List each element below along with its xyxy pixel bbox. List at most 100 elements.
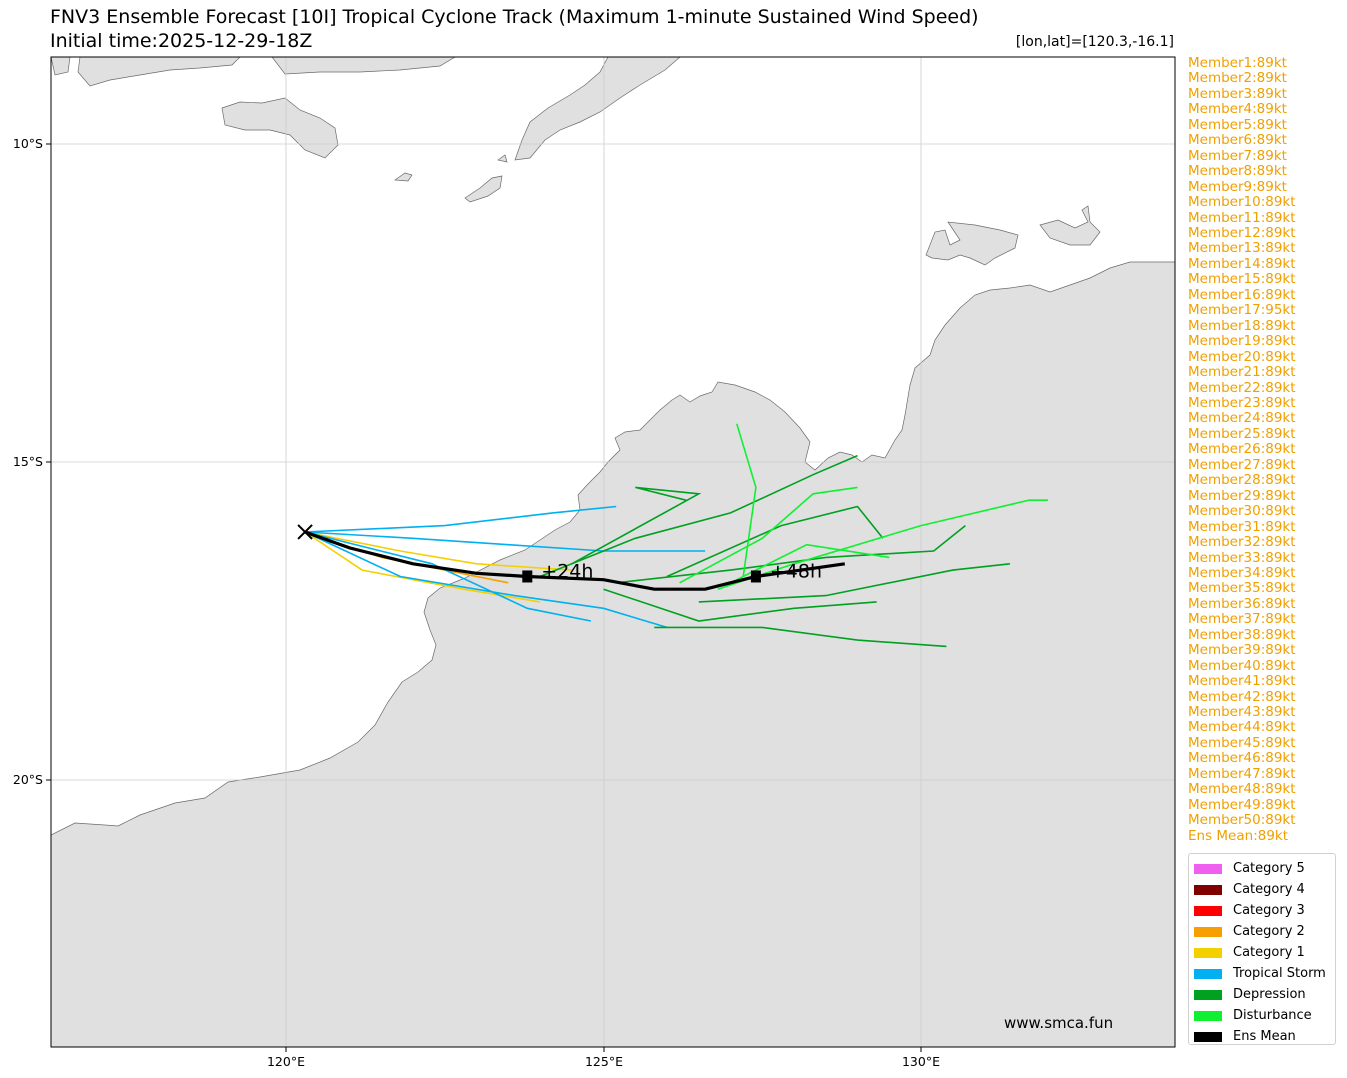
lat-tick-10: 10°S (13, 136, 43, 151)
member-intensity-item: Member16:89kt (1188, 286, 1296, 303)
member-intensity-item: Member25:89kt (1188, 425, 1296, 442)
member-track (666, 505, 884, 578)
member-intensity-item: Member2:89kt (1188, 70, 1287, 87)
axis-ticks (46, 143, 922, 1052)
lon-tick-125: 125°E (585, 1054, 623, 1069)
member-intensity-list: Member1:89kt Member2:89kt Member3:89kt Memb… (1188, 55, 1338, 844)
lon-tick-130: 130°E (902, 1054, 940, 1069)
legend-item: Category 3 (1189, 900, 1335, 921)
member-intensity-item: Member37:89kt (1188, 611, 1296, 628)
member-intensity-item: Member36:89kt (1188, 595, 1296, 612)
tiwi-islands (925, 221, 1019, 266)
member-intensity-item: Member20:89kt (1188, 348, 1296, 365)
lat-tick-15: 15°S (13, 454, 43, 469)
member-intensity-item: Member40:89kt (1188, 657, 1296, 674)
coordinate-readout: [lon,lat]=[120.3,-16.1] (1015, 34, 1174, 50)
cobourg-peninsula (1039, 205, 1101, 246)
legend-swatch (1194, 926, 1222, 937)
member-intensity-item: Member43:89kt (1188, 704, 1296, 721)
member-tracks (304, 423, 1048, 648)
genesis-x-marker (297, 524, 313, 540)
member-track (736, 423, 757, 577)
member-intensity-item: Member39:89kt (1188, 642, 1296, 659)
member-track (304, 531, 572, 571)
member-intensity-item: Member18:89kt (1188, 317, 1296, 334)
graticule (51, 57, 1175, 1047)
member-intensity-item: Member28:89kt (1188, 472, 1296, 489)
member-intensity-item: Member34:89kt (1188, 564, 1296, 581)
member-intensity-item: Member44:89kt (1188, 719, 1296, 736)
legend-label: Category 5 (1233, 861, 1305, 876)
ens-mean-layer: +24h +48h (297, 524, 846, 591)
initial-time: Initial time:2025-12-29-18Z (50, 30, 313, 52)
map-frame (50, 56, 1176, 1048)
member-track (304, 531, 541, 603)
member-track (654, 626, 947, 648)
forecast-hour-label: +48h (770, 560, 822, 582)
member-intensity-item: Member4:89kt (1188, 101, 1287, 118)
member-intensity-item: Member32:89kt (1188, 534, 1296, 551)
legend-item: Depression (1189, 984, 1335, 1005)
legend-label: Category 2 (1233, 924, 1305, 939)
legend-label: Ens Mean (1233, 1029, 1296, 1044)
legend-swatch (1194, 884, 1222, 895)
member-intensity-item: Member33:89kt (1188, 549, 1296, 566)
legend-item: Category 4 (1189, 879, 1335, 900)
member-intensity-item: Member22:89kt (1188, 379, 1296, 396)
member-intensity-item: Member11:89kt (1188, 209, 1296, 226)
member-intensity-item: Member49:89kt (1188, 796, 1296, 813)
member-track (304, 531, 668, 629)
legend-swatch (1194, 947, 1222, 958)
lon-tick-120: 120°E (267, 1054, 305, 1069)
member-intensity-item: Member31:89kt (1188, 518, 1296, 535)
member-intensity-item: Member12:89kt (1188, 224, 1296, 241)
member-intensity-item: Member14:89kt (1188, 255, 1296, 272)
forecast-hour-marker (750, 570, 761, 583)
legend-label: Depression (1233, 987, 1306, 1002)
member-intensity-item: Member35:89kt (1188, 580, 1296, 597)
legend-label: Category 1 (1233, 945, 1305, 960)
member-track (679, 486, 858, 584)
sawu-island (393, 172, 413, 182)
member-intensity-item: Member8:89kt (1188, 163, 1287, 180)
member-intensity-item: Member9:89kt (1188, 178, 1287, 195)
legend-label: Tropical Storm (1233, 966, 1326, 981)
member-intensity-item: Ens Mean:89kt (1188, 827, 1289, 844)
member-intensity-item: Member26:89kt (1188, 441, 1296, 458)
legend-item: Ens Mean (1189, 1026, 1335, 1047)
legend-item: Category 5 (1189, 858, 1335, 879)
member-intensity-item: Member24:89kt (1188, 410, 1296, 427)
member-intensity-item: Member13:89kt (1188, 240, 1296, 257)
member-intensity-item: Member48:89kt (1188, 781, 1296, 798)
legend-swatch (1194, 968, 1222, 979)
member-track (698, 563, 1010, 603)
member-intensity-item: Member3:89kt (1188, 85, 1287, 102)
lat-tick-20: 20°S (13, 772, 43, 787)
legend-swatch (1194, 863, 1222, 874)
sumba-island (221, 97, 339, 159)
member-intensity-item: Member5:89kt (1188, 116, 1287, 133)
legend-item: Category 2 (1189, 921, 1335, 942)
member-track (304, 531, 706, 552)
forecast-hour-label: +24h (541, 560, 593, 582)
member-intensity-item: Member30:89kt (1188, 503, 1296, 520)
member-intensity-item: Member45:89kt (1188, 734, 1296, 751)
legend-label: Disturbance (1233, 1008, 1312, 1023)
timor-island (514, 57, 681, 161)
member-track (571, 486, 702, 565)
member-intensity-item: Member6:89kt (1188, 132, 1287, 149)
member-intensity-item: Member46:89kt (1188, 750, 1296, 767)
member-intensity-item: Member15:89kt (1188, 271, 1296, 288)
member-intensity-item: Member41:89kt (1188, 673, 1296, 690)
small-islet (497, 154, 508, 163)
member-intensity-item: Member29:89kt (1188, 487, 1296, 504)
member-track (730, 543, 890, 584)
member-intensity-item: Member17:95kt (1188, 302, 1296, 319)
member-intensity-item: Member42:89kt (1188, 688, 1296, 705)
member-intensity-item: Member7:89kt (1188, 147, 1287, 164)
legend-item: Tropical Storm (1189, 963, 1335, 984)
member-intensity-item: Member47:89kt (1188, 765, 1296, 782)
credit-watermark: www.smca.fun (1004, 1014, 1114, 1032)
legend-swatch (1194, 989, 1222, 1000)
